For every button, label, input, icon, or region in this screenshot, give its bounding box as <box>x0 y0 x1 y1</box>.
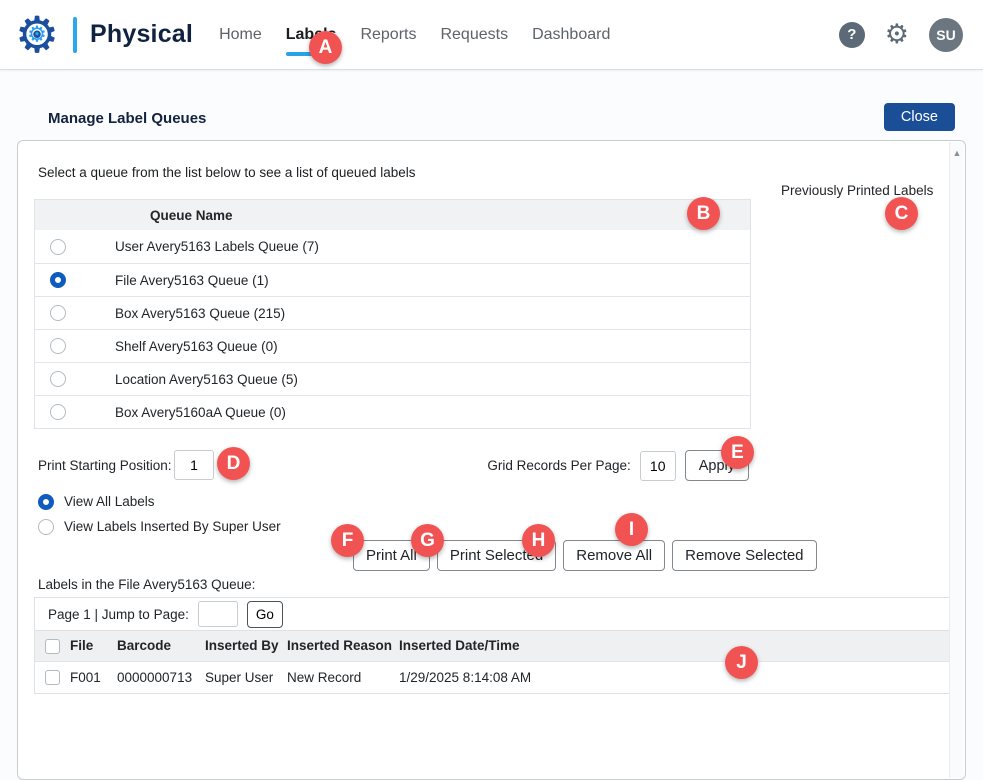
annotation-badge-b: B <box>687 197 720 230</box>
annotation-badge-j: J <box>725 646 758 679</box>
app-header: ⚙ ⚙ Physical Home Labels Reports Request… <box>0 0 983 70</box>
close-button[interactable]: Close <box>883 103 955 131</box>
view-all-labels-radio[interactable] <box>38 493 54 510</box>
queue-row-box-avery5160aa[interactable]: Box Avery5160aA Queue (0) <box>35 395 750 428</box>
queue-row-file-avery5163[interactable]: File Avery5163 Queue (1) <box>35 263 750 296</box>
annotation-badge-c: C <box>885 197 918 230</box>
help-icon[interactable]: ? <box>838 21 865 48</box>
remove-selected-button[interactable]: Remove Selected <box>672 540 817 571</box>
labels-table-block: Page 1 | Jump to Page: Go File Barcode I… <box>34 597 951 694</box>
queue-table-header: Queue Name <box>35 200 750 230</box>
brand-name: Physical <box>90 20 194 48</box>
nav-item-home[interactable]: Home <box>219 25 262 43</box>
select-all-checkbox[interactable] <box>45 638 60 654</box>
queue-table: Queue Name User Avery5163 Labels Queue (… <box>34 199 751 429</box>
pagination-bar: Page 1 | Jump to Page: Go <box>35 598 950 631</box>
title-row: Manage Label Queues Close <box>0 70 983 140</box>
gear-logo-icon: ⚙ ⚙ <box>14 6 60 63</box>
cell-inserted-by: Super User <box>205 660 287 693</box>
queue-radio[interactable] <box>50 238 66 255</box>
queue-row-box-avery5163[interactable]: Box Avery5163 Queue (215) <box>35 296 750 329</box>
queue-name-column-header: Queue Name <box>150 207 233 223</box>
labels-table: File Barcode Inserted By Inserted Reason… <box>35 631 950 693</box>
cell-file: F001 <box>70 660 117 693</box>
annotation-badge-e: E <box>721 436 754 469</box>
column-header-inserted-datetime: Inserted Date/Time <box>399 631 950 661</box>
cell-inserted-reason: New Record <box>287 660 399 693</box>
annotation-badge-i: I <box>615 513 648 546</box>
nav-item-dashboard[interactable]: Dashboard <box>532 25 611 43</box>
view-labels-by-super-user-radio[interactable] <box>38 518 54 535</box>
grid-records-per-page-label: Grid Records Per Page: <box>487 458 631 473</box>
jump-to-page-input[interactable] <box>197 601 238 627</box>
grid-records-per-page-input[interactable] <box>639 450 676 481</box>
queue-detail-caption: Labels in the File Avery5163 Queue: <box>38 577 256 592</box>
annotation-badge-g: G <box>411 524 444 557</box>
manage-queues-panel: Select a queue from the list below to se… <box>17 140 966 780</box>
queue-row-shelf-avery5163[interactable]: Shelf Avery5163 Queue (0) <box>35 329 750 362</box>
go-button[interactable]: Go <box>246 600 283 628</box>
view-labels-by-super-user-option[interactable]: View Labels Inserted By Super User <box>38 514 281 539</box>
header-right: ? ⚙ SU <box>838 17 963 52</box>
cell-barcode: 0000000713 <box>117 660 205 693</box>
user-avatar[interactable]: SU <box>929 17 963 52</box>
annotation-badge-d: D <box>217 447 250 480</box>
brand-divider <box>73 16 77 53</box>
column-header-barcode: Barcode <box>117 631 205 661</box>
scroll-up-arrow-icon[interactable]: ▲ <box>952 148 962 158</box>
print-starting-position-input[interactable] <box>174 450 214 480</box>
page-title: Manage Label Queues <box>48 110 207 127</box>
previously-printed-labels-link[interactable]: Previously Printed Labels <box>781 183 934 198</box>
column-header-file: File <box>70 631 117 661</box>
column-header-inserted-by: Inserted By <box>205 631 287 661</box>
annotation-badge-a: A <box>309 31 342 64</box>
table-row: F001 0000000713 Super User New Record 1/… <box>35 660 950 693</box>
row-checkbox[interactable] <box>45 670 60 686</box>
column-header-inserted-reason: Inserted Reason <box>287 631 399 661</box>
action-buttons: Print All Print Selected Remove All Remo… <box>353 540 817 571</box>
queue-radio[interactable] <box>50 305 66 321</box>
pagination-text: Page 1 | Jump to Page: <box>48 606 189 622</box>
nav-item-reports[interactable]: Reports <box>360 25 417 43</box>
cell-inserted-datetime: 1/29/2025 8:14:08 AM <box>399 660 950 693</box>
panel-instruction: Select a queue from the list below to se… <box>38 165 416 180</box>
queue-row-user-avery5163[interactable]: User Avery5163 Labels Queue (7) <box>35 230 750 263</box>
remove-all-button[interactable]: Remove All <box>563 540 666 571</box>
nav-item-requests[interactable]: Requests <box>440 25 509 43</box>
controls-row: Print Starting Position: Grid Records Pe… <box>18 450 967 482</box>
queue-radio[interactable] <box>50 404 66 420</box>
view-all-labels-option[interactable]: View All Labels <box>38 489 281 514</box>
annotation-badge-h: H <box>522 524 555 557</box>
main-nav: Home Labels Reports Requests Dashboard <box>219 22 611 56</box>
labels-table-header-row: File Barcode Inserted By Inserted Reason… <box>35 631 950 661</box>
queue-radio-selected[interactable] <box>50 272 66 288</box>
grid-records-group: Grid Records Per Page: Apply <box>487 450 749 481</box>
annotation-badge-f: F <box>331 524 364 557</box>
queue-row-location-avery5163[interactable]: Location Avery5163 Queue (5) <box>35 362 750 395</box>
panel-scrollbar[interactable]: ▲ <box>949 142 964 778</box>
queue-radio[interactable] <box>50 371 66 387</box>
app-logo: ⚙ ⚙ Physical <box>12 8 193 62</box>
queue-radio[interactable] <box>50 338 66 354</box>
settings-gear-icon[interactable]: ⚙ <box>884 19 909 49</box>
print-starting-position-label: Print Starting Position: <box>38 458 172 473</box>
view-options: View All Labels View Labels Inserted By … <box>38 489 281 539</box>
